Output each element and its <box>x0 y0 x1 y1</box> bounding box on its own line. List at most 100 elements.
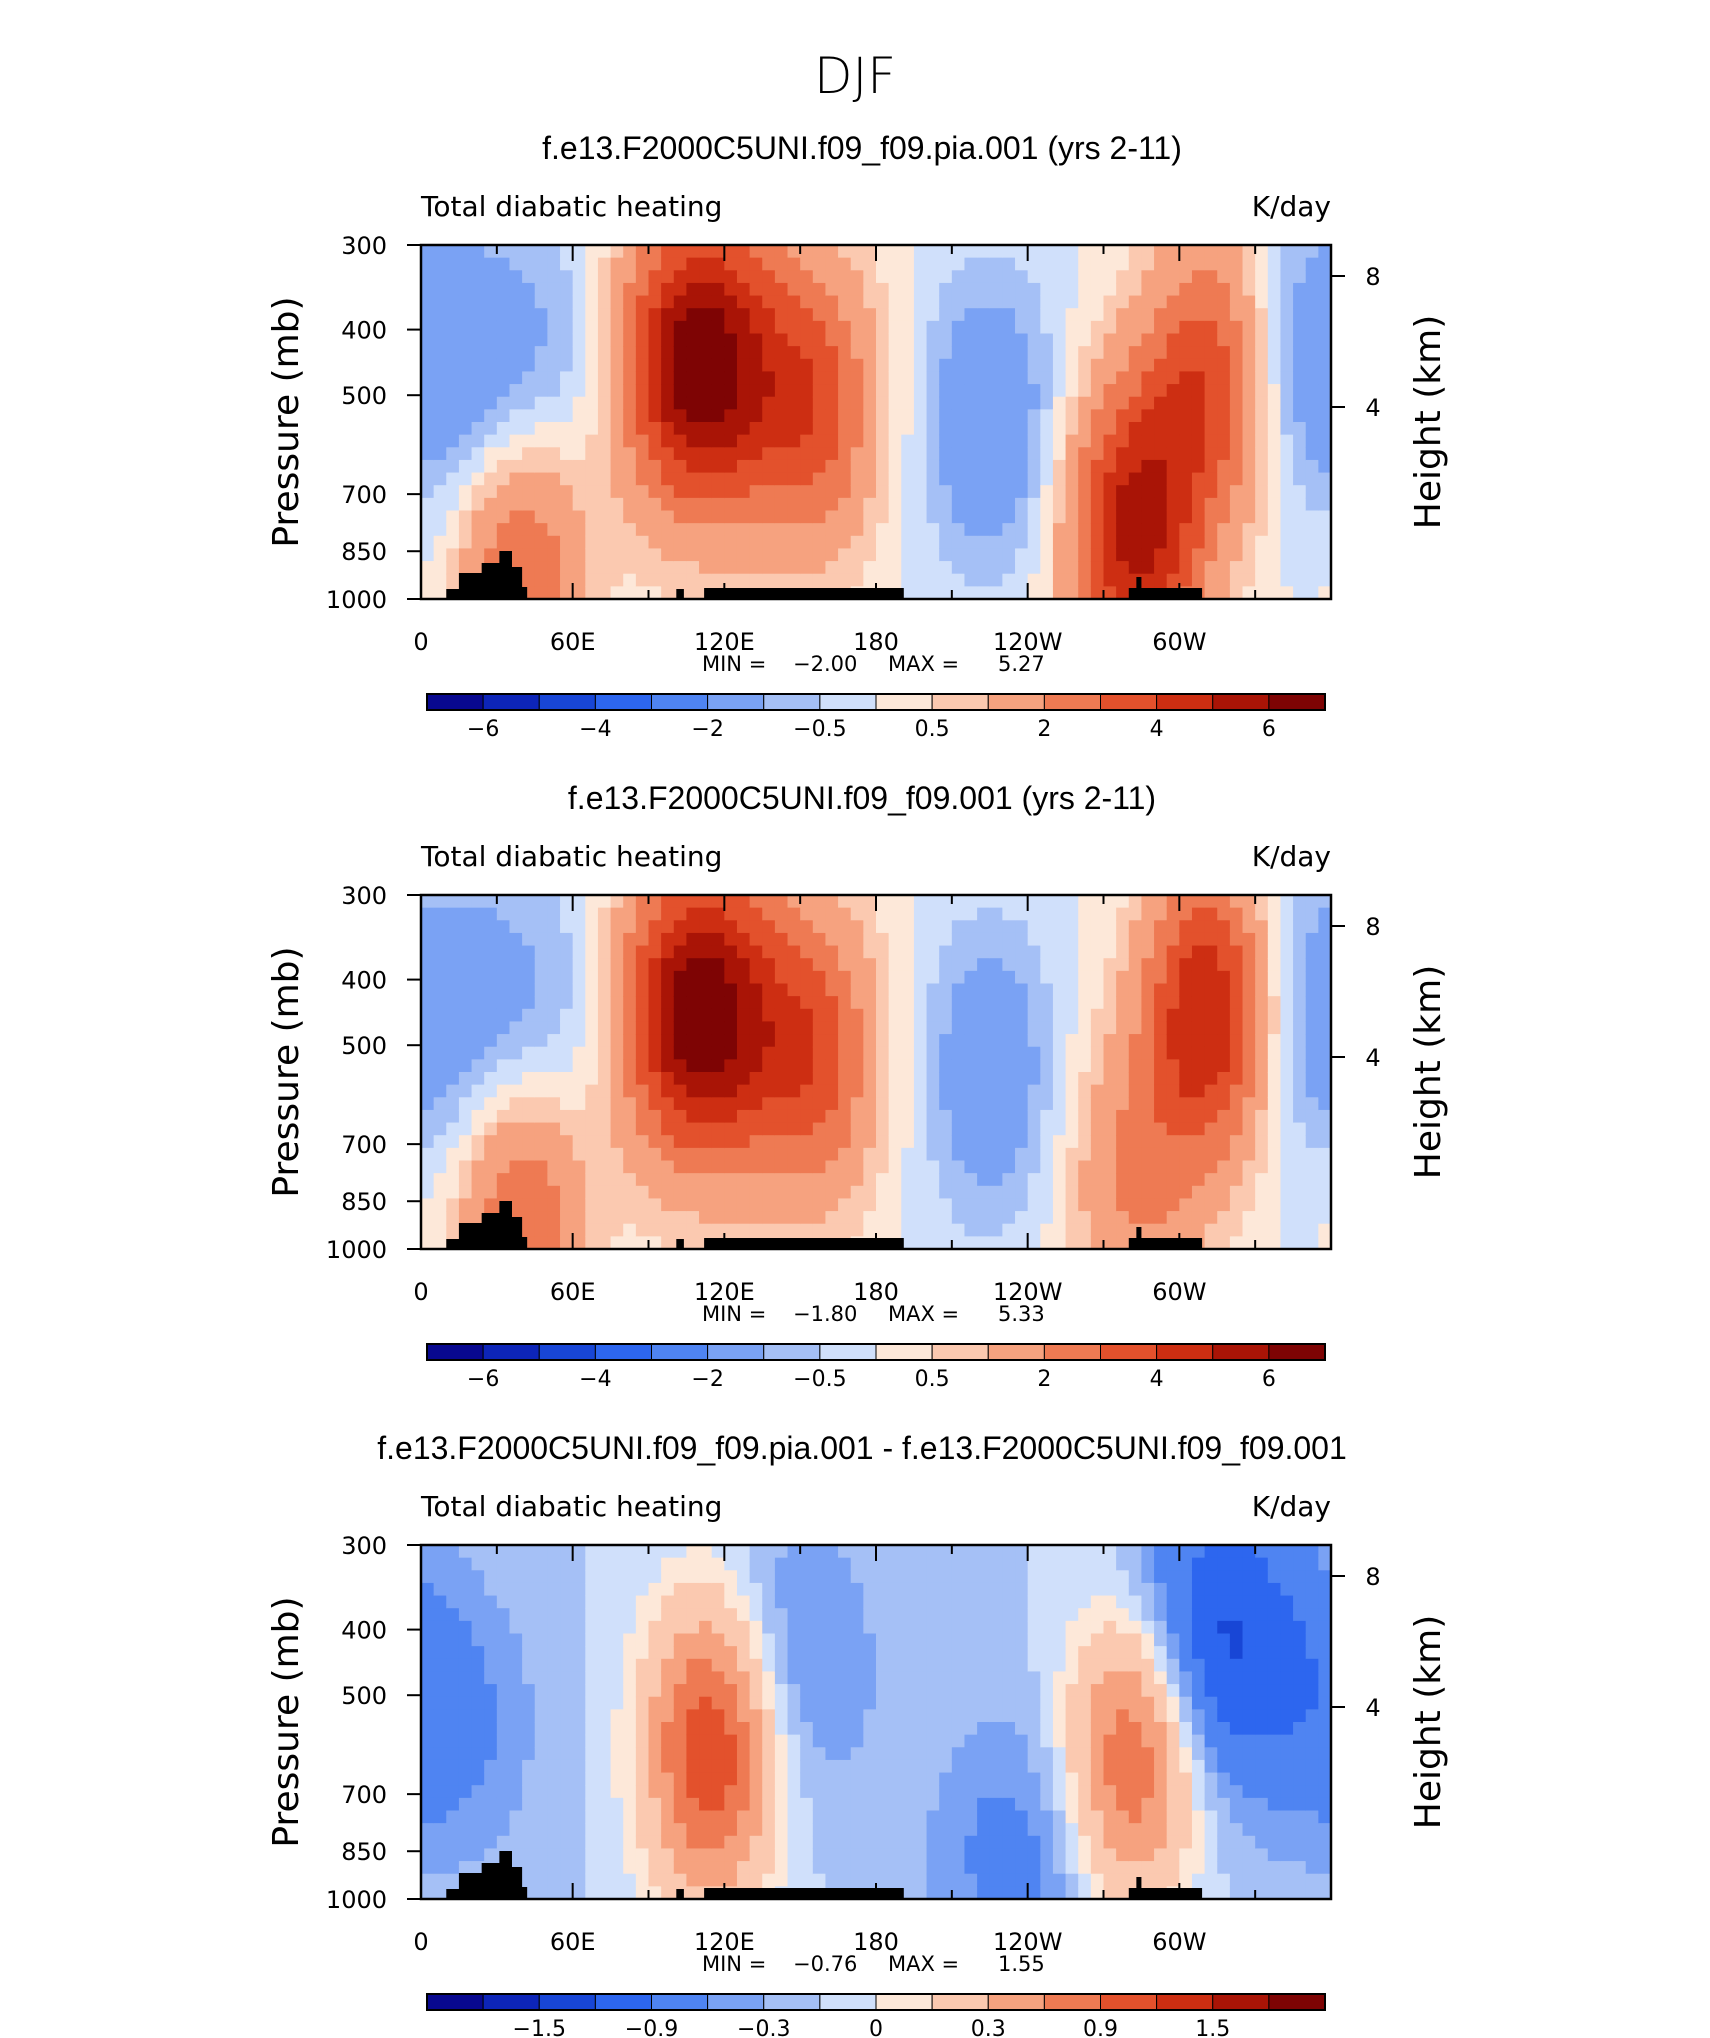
contour-cell <box>509 472 523 486</box>
contour-cell <box>433 573 447 587</box>
contour-cell <box>901 586 915 600</box>
contour-cell <box>673 1198 688 1212</box>
contour-cell <box>699 1646 713 1660</box>
contour-cell <box>458 1823 473 1837</box>
contour-cell <box>1128 535 1143 550</box>
contour-cell <box>699 1122 713 1136</box>
contour-cell <box>1015 1135 1029 1149</box>
contour-cell <box>547 308 561 322</box>
contour-cell <box>572 447 586 461</box>
contour-cell <box>1318 434 1332 448</box>
contour-cell <box>1166 1059 1180 1073</box>
contour-cell <box>825 472 839 486</box>
contour-cell <box>1154 1173 1168 1187</box>
contour-cell <box>496 346 511 360</box>
contour-cell <box>812 1034 827 1048</box>
contour-cell <box>1242 371 1256 385</box>
contour-cell <box>572 346 586 360</box>
contour-cell <box>1040 346 1054 360</box>
contour-cell <box>496 1545 511 1559</box>
contour-cell <box>951 907 966 921</box>
contour-cell <box>597 510 612 524</box>
contour-cell <box>774 270 789 284</box>
contour-cell <box>661 1785 675 1799</box>
contour-cell <box>838 333 852 347</box>
contour-cell <box>597 384 612 398</box>
contour-cell <box>648 459 662 474</box>
contour-cell <box>560 1211 574 1225</box>
contour-cell <box>939 358 953 373</box>
contour-cell <box>724 1072 738 1086</box>
contour-cell <box>1078 434 1092 448</box>
contour-cell <box>926 409 940 423</box>
contour-cell <box>433 1046 447 1060</box>
contour-cell <box>1078 384 1092 398</box>
contour-cell <box>661 1021 675 1035</box>
contour-cell <box>699 1722 713 1736</box>
contour-cell <box>635 1861 650 1875</box>
contour-cell <box>724 1823 738 1837</box>
contour-cell <box>1179 1059 1193 1073</box>
contour-cell <box>1002 1198 1016 1212</box>
contour-cell <box>1293 1236 1307 1250</box>
contour-cell <box>863 1185 877 1200</box>
contour-cell <box>1078 1097 1092 1111</box>
contour-cell <box>610 1198 624 1212</box>
contour-cell <box>1116 346 1130 360</box>
contour-cell <box>1179 548 1193 562</box>
contour-cell <box>1027 1046 1041 1060</box>
contour-cell <box>1116 1008 1130 1023</box>
contour-cell <box>1078 270 1092 284</box>
contour-cell <box>762 1072 776 1086</box>
contour-cell <box>1267 396 1282 410</box>
contour-cell <box>1166 895 1180 909</box>
contour-cell <box>1166 447 1180 461</box>
contour-cell <box>560 1646 574 1660</box>
contour-cell <box>876 485 890 499</box>
contour-cell <box>1305 270 1319 284</box>
contour-cell <box>1280 561 1294 575</box>
contour-cell <box>711 1810 725 1824</box>
contour-cell <box>597 983 612 997</box>
contour-cell <box>977 270 991 284</box>
contour-cell <box>888 1147 902 1162</box>
contour-cell <box>838 485 852 499</box>
contour-cell <box>724 346 738 360</box>
contour-cell <box>433 1696 447 1710</box>
contour-cell <box>458 422 473 436</box>
contour-cell <box>421 1633 435 1647</box>
contour-cell <box>711 1545 725 1559</box>
contour-cell <box>876 497 890 512</box>
contour-cell <box>623 1021 637 1035</box>
contour-cell <box>534 1211 548 1225</box>
contour-cell <box>1204 983 1218 997</box>
contour-cell <box>939 1109 953 1124</box>
contour-cell <box>1267 384 1282 398</box>
contour-cell <box>585 1046 599 1060</box>
y-tick-label: 850 <box>341 1188 387 1216</box>
contour-cell <box>1015 320 1029 335</box>
contour-cell <box>433 907 447 921</box>
contour-cell <box>509 1008 523 1023</box>
contour-cell <box>787 1084 801 1098</box>
contour-cell <box>901 396 915 410</box>
contour-cell <box>876 472 890 486</box>
contour-cell <box>724 320 738 335</box>
contour-cell <box>484 970 498 985</box>
contour-cell <box>1293 970 1307 985</box>
contour-cell <box>838 282 852 297</box>
contour-cell <box>926 561 940 575</box>
contour-cell <box>610 1135 624 1149</box>
contour-cell <box>610 472 624 486</box>
contour-cell <box>1293 472 1307 486</box>
contour-cell <box>433 1557 447 1571</box>
contour-cell <box>509 1709 523 1723</box>
contour-cell <box>623 1034 637 1048</box>
contour-cell <box>534 371 548 385</box>
contour-cell <box>863 245 877 259</box>
contour-cell <box>1015 1046 1029 1060</box>
contour-cell <box>876 1122 890 1136</box>
contour-cell <box>534 270 548 284</box>
contour-cell <box>1116 1097 1130 1111</box>
contour-cell <box>1166 1223 1180 1237</box>
